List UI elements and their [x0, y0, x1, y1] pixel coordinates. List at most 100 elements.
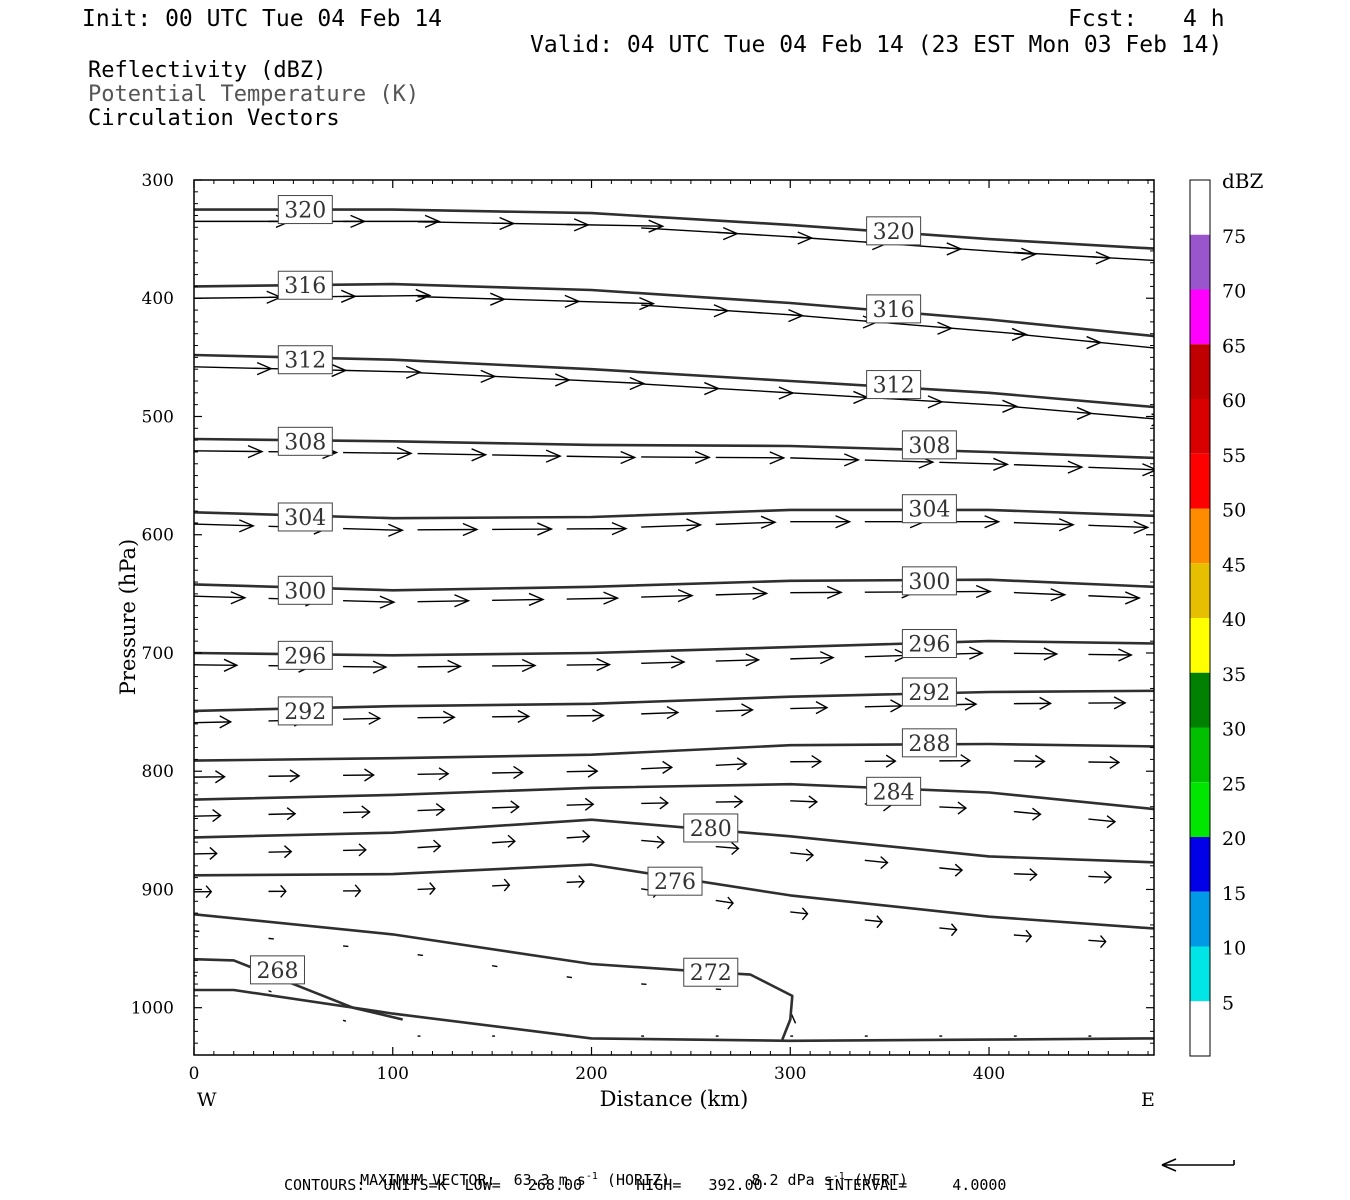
y-tick-label: 300: [142, 171, 174, 191]
contour-label: 288: [908, 732, 950, 757]
colorbar-tick-label: 60: [1222, 390, 1246, 412]
circulation-vector: [864, 754, 897, 768]
circulation-vector: [1013, 807, 1042, 821]
circulation-vector: [1088, 935, 1107, 949]
circulation-vector: [343, 365, 422, 379]
contour-label-box: [277, 195, 333, 225]
colorbar-title: dBZ: [1222, 169, 1264, 193]
contour-label-box: [866, 776, 922, 806]
x-tick-label: 200: [575, 1064, 607, 1084]
circulation-vector: [566, 875, 585, 888]
circulation-vector: [343, 805, 371, 819]
circulation-vector: [1013, 868, 1038, 882]
circulation-vector: [790, 453, 861, 467]
colorbar-tick-label: 25: [1222, 773, 1246, 795]
contour-label: 316: [284, 274, 326, 299]
circulation-vector: [715, 757, 748, 771]
contour-label: 292: [908, 681, 950, 706]
circulation-vector: [715, 703, 754, 717]
circulation-vector: [864, 699, 903, 713]
contour-label-box: [277, 640, 333, 670]
vert-exp: -1: [832, 1171, 845, 1182]
circulation-vector: [194, 444, 264, 459]
colorbar-cell: [1190, 289, 1210, 345]
circulation-vector: [194, 658, 239, 672]
colorbar-cell: [1190, 1001, 1210, 1056]
theta-contour-300: [194, 578, 1154, 592]
contour-label-box: [901, 677, 957, 707]
reference-vector: [1161, 1158, 1235, 1172]
colorbar-cell: [1190, 727, 1210, 783]
circulation-vector: [492, 294, 581, 309]
contour-label-box: [866, 294, 922, 324]
circulation-vector: [1088, 591, 1142, 605]
contour-label-box: [277, 345, 333, 375]
circulation-vectors: [194, 214, 1154, 1037]
circulation-vector: [268, 769, 301, 783]
circulation-vector: [194, 290, 283, 304]
circulation-vector: [641, 226, 739, 241]
colorbar-cell: [1190, 234, 1210, 290]
contour-label: 276: [654, 870, 696, 895]
circulation-vector: [417, 369, 497, 384]
circulation-vector: [939, 246, 1038, 261]
circulation-vector: [343, 660, 388, 674]
theta-contour-284: [194, 782, 1154, 811]
circulation-vector: [715, 308, 805, 323]
valid-time: Valid: 04 UTC Tue 04 Feb 14 (23 EST Mon …: [530, 32, 1223, 58]
circulation-vector: [939, 754, 972, 768]
colorbar-tick-label: 10: [1222, 938, 1246, 960]
circulation-vector: [417, 594, 471, 608]
contour-label-box: [277, 426, 333, 456]
x-axis-west: W: [197, 1089, 217, 1111]
circulation-vector: [1088, 870, 1113, 884]
colorbar-cell: [1190, 180, 1210, 235]
colorbar-tick-label: 35: [1222, 664, 1246, 686]
circulation-vector: [492, 373, 572, 387]
contour-label-box: [866, 370, 922, 400]
contour-label: 308: [908, 434, 950, 459]
theta-contour-308: [194, 437, 1154, 460]
colorbar-tick-label: 15: [1222, 883, 1246, 905]
circulation-vector: [268, 990, 272, 993]
circulation-vector: [566, 829, 591, 843]
circulation-vector: [1088, 648, 1133, 662]
contour-label-box: [277, 270, 333, 300]
circulation-vector: [790, 701, 829, 715]
circulation-vector: [492, 522, 554, 536]
circulation-vector: [790, 390, 870, 405]
contour-label: 320: [284, 199, 326, 224]
contour-label: 296: [908, 633, 950, 658]
y-axis-label: Pressure (hPa): [116, 539, 140, 695]
circulation-vector: [864, 915, 884, 929]
contour-label: 304: [284, 506, 326, 531]
circulation-vector: [641, 518, 703, 532]
y-tick-label: 600: [142, 526, 174, 546]
theta-contour-labels: 320 320 316 316 312 312 308 308 304 304 300 300 296 2…: [249, 195, 957, 987]
colorbar-cell: [1190, 508, 1210, 564]
axis-ticks: [193, 179, 1154, 1056]
theta-contour-304: [194, 508, 1154, 520]
contour-label-box: [277, 696, 333, 726]
init-time: Init: 00 UTC Tue 04 Feb 14: [82, 6, 443, 32]
circulation-vector: [641, 655, 686, 669]
x-tick-label: 300: [774, 1064, 806, 1084]
circulation-vector: [939, 801, 968, 815]
circulation-vector: [417, 839, 442, 853]
colorbar-cell: [1190, 837, 1210, 892]
circulation-vector: [939, 326, 1028, 342]
contour-label: 272: [690, 961, 732, 986]
circulation-vector: [194, 362, 273, 376]
circulation-vector: [790, 585, 843, 600]
circulation-vector: [1013, 696, 1053, 710]
circulation-vector: [194, 519, 256, 533]
colorbar-tick-label: 30: [1222, 719, 1246, 741]
y-tick-label: 500: [142, 407, 174, 427]
contour-label-box: [901, 629, 957, 659]
colorbar-cell: [1190, 618, 1210, 673]
theta-contours: [194, 208, 1154, 1043]
colorbar-tick-label: 50: [1222, 500, 1246, 522]
circulation-vector: [417, 803, 446, 817]
forecast-label: Fcst:: [1068, 6, 1138, 32]
